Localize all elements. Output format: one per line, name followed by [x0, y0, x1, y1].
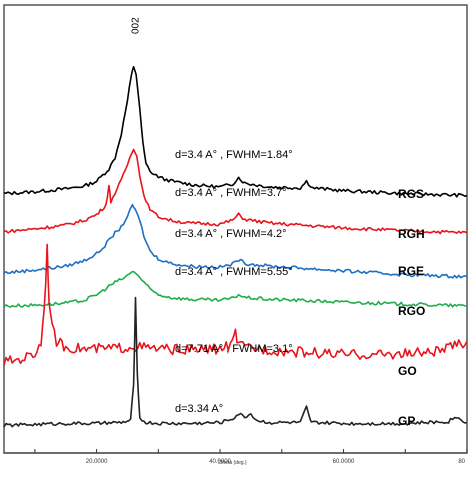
series-label-rgh: RGH: [398, 227, 425, 241]
x-axis: 20.0000 40.0000 60.0000 80: [4, 449, 468, 465]
annotation-rgo: d=3.4 A° , FWHM=5.55°: [175, 266, 293, 278]
series-line-go: [3, 243, 468, 366]
series-label-rgs: RGS: [398, 187, 424, 201]
traces-group: [3, 66, 468, 428]
series-label-rgo: RGO: [398, 304, 425, 318]
x-tick-label-40: 40.0000: [209, 459, 231, 465]
series-line-rgh: [3, 148, 468, 235]
series-line-rge: [3, 203, 468, 279]
annotation-gp: d=3.34 A°: [175, 403, 223, 415]
series-line-rgs: [3, 66, 468, 198]
peak-label-002: 002: [131, 17, 142, 34]
series-line-rgo: [3, 270, 468, 308]
x-axis-label: 2theta (deg.): [218, 460, 247, 466]
x-tick-label-60: 60.0000: [333, 459, 355, 465]
annotation-rgh: d=3.4 A° , FWHM=3.7°: [175, 187, 287, 199]
annotation-go: d=7.71 A° , FWHM=3.1°: [175, 343, 293, 355]
annotation-rgs: d=3.4 A° , FWHM=1.84°: [175, 149, 293, 161]
x-tick-label-20: 20.0000: [86, 459, 108, 465]
series-line-gp: [3, 296, 468, 428]
series-label-rge: RGE: [398, 264, 424, 278]
series-label-gp: GP: [398, 414, 415, 428]
x-tick-label-80: 80: [458, 459, 465, 465]
annotations-group: d=3.4 A° , FWHM=1.84° RGS d=3.4 A° , FWHM=…: [175, 149, 425, 428]
series-label-go: GO: [398, 364, 417, 378]
annotation-rge: d=3.4 A° , FWHM=4.2°: [175, 228, 287, 240]
